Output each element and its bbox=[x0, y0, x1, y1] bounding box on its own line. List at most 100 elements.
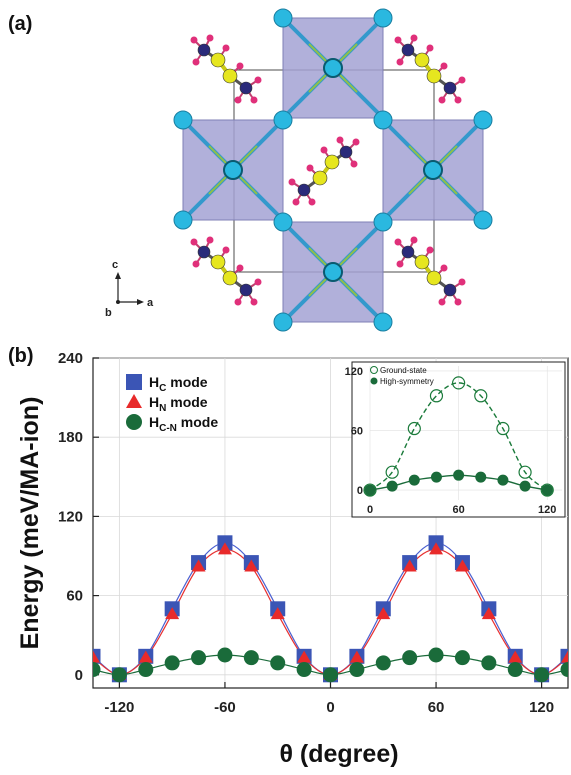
panel-b-label: (b) bbox=[8, 345, 34, 367]
molecule-atom bbox=[339, 145, 353, 159]
hn-point bbox=[349, 650, 364, 663]
panel-a-label: (a) bbox=[8, 13, 32, 35]
inset-ground-state-point bbox=[518, 465, 532, 479]
atom bbox=[273, 110, 293, 130]
hydrogen-atom bbox=[192, 260, 200, 268]
organic-molecules bbox=[190, 34, 466, 306]
inset-legend: Ground-state High-symmetry bbox=[370, 366, 434, 386]
y-tick-label: 240 bbox=[58, 350, 83, 367]
hydrogen-atom bbox=[394, 238, 402, 246]
hcn-point bbox=[270, 655, 286, 671]
y-tick-label: 0 bbox=[75, 667, 83, 684]
atom bbox=[473, 210, 493, 230]
inset-y-tick-label: 0 bbox=[357, 485, 363, 497]
hn-point bbox=[376, 607, 391, 620]
hydrogen-atom bbox=[292, 198, 300, 206]
hn-point bbox=[191, 559, 206, 572]
hydrogen-atom bbox=[438, 298, 446, 306]
hc-point bbox=[93, 648, 101, 664]
hydrogen-atom bbox=[190, 238, 198, 246]
hydrogen-atom bbox=[458, 76, 466, 84]
molecule bbox=[288, 136, 360, 206]
hn-point bbox=[165, 607, 180, 620]
hn-point bbox=[429, 542, 444, 555]
x-tick-label: 60 bbox=[428, 699, 445, 716]
molecule-atom bbox=[426, 68, 442, 84]
inset-ticks: 0 60 120 0 60 120 bbox=[345, 366, 557, 516]
hydrogen-atom bbox=[206, 236, 214, 244]
hydrogen-atom bbox=[236, 62, 244, 70]
atom bbox=[273, 8, 293, 28]
inset-x-tick-label: 120 bbox=[538, 504, 556, 516]
hcn-point bbox=[481, 655, 497, 671]
hydrogen-atom bbox=[426, 44, 434, 52]
y-axis-title: Energy (meV/MA-ion) bbox=[16, 397, 44, 650]
hcn-point bbox=[402, 650, 418, 666]
legend-marker-hn bbox=[126, 394, 142, 408]
metal-atoms bbox=[173, 8, 493, 332]
atom-center bbox=[423, 160, 443, 180]
molecule-atom bbox=[401, 43, 415, 57]
inset-line-Ground-state bbox=[369, 382, 548, 491]
hydrogen-atom bbox=[352, 138, 360, 146]
atom bbox=[273, 212, 293, 232]
hn-point bbox=[561, 650, 568, 663]
molecule-atom bbox=[222, 68, 238, 84]
inset-high-symmetry-point bbox=[386, 480, 398, 492]
crystal-structure: c b a bbox=[105, 8, 493, 332]
inset-ground-state-point bbox=[452, 376, 466, 390]
hydrogen-atom bbox=[350, 160, 358, 168]
molecule-atom bbox=[222, 270, 238, 286]
y-tick-label: 60 bbox=[66, 588, 83, 605]
hydrogen-atom bbox=[250, 96, 258, 104]
x-tick-label: 120 bbox=[529, 699, 554, 716]
molecule-atom bbox=[324, 154, 340, 170]
hcn-point bbox=[243, 650, 259, 666]
inset-ground-state-point bbox=[429, 389, 444, 403]
atom bbox=[373, 8, 393, 28]
hydrogen-atom bbox=[458, 278, 466, 286]
hcn-point bbox=[111, 667, 127, 683]
hcn-point bbox=[191, 650, 207, 666]
hcn-point bbox=[428, 647, 444, 663]
hcn-point bbox=[454, 650, 470, 666]
hydrogen-atom bbox=[394, 36, 402, 44]
a-axis-label: a bbox=[147, 297, 154, 309]
x-tick-label: -60 bbox=[214, 699, 236, 716]
atom bbox=[273, 312, 293, 332]
x-tick-label: 0 bbox=[326, 699, 334, 716]
hn-point bbox=[93, 650, 100, 663]
molecule-atom bbox=[312, 170, 328, 186]
hcn-point bbox=[217, 647, 233, 663]
legend-label-HC-N: HC-N mode bbox=[149, 414, 218, 434]
molecule-atom bbox=[197, 43, 211, 57]
molecule-atom bbox=[443, 283, 457, 297]
legend-marker-hc bbox=[126, 374, 142, 390]
hcn-point bbox=[507, 662, 523, 678]
molecule bbox=[190, 34, 262, 104]
hcn-point bbox=[138, 662, 154, 678]
molecule-atom bbox=[443, 81, 457, 95]
hn-point bbox=[270, 607, 285, 620]
inset-x-tick-label: 60 bbox=[452, 504, 464, 516]
hydrogen-atom bbox=[234, 96, 242, 104]
inset-high-symmetry-point bbox=[497, 474, 509, 486]
hcn-point bbox=[323, 667, 338, 683]
hn-point bbox=[481, 607, 496, 620]
inset-high-symmetry-point bbox=[519, 480, 531, 492]
atom bbox=[373, 312, 393, 332]
hcn-point bbox=[296, 662, 312, 678]
main-plot-ticks: -120 -60 0 60 120 0 60 120 180 240 bbox=[58, 350, 554, 716]
atom-center bbox=[323, 262, 343, 282]
hydrogen-atom bbox=[438, 96, 446, 104]
atom bbox=[473, 110, 493, 130]
hn-point bbox=[508, 650, 523, 663]
inset-high-symmetry-point bbox=[453, 469, 465, 481]
hydrogen-atom bbox=[190, 36, 198, 44]
hydrogen-atom bbox=[396, 260, 404, 268]
hydrogen-atom bbox=[206, 34, 214, 42]
c-axis-arrowhead bbox=[115, 272, 121, 279]
hcn-point bbox=[349, 662, 365, 678]
molecule-atom bbox=[210, 254, 226, 270]
hydrogen-atom bbox=[336, 136, 344, 144]
